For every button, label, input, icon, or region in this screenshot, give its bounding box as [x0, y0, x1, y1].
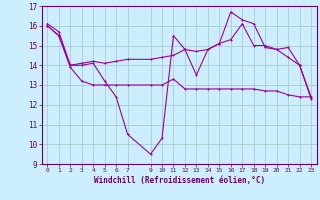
- X-axis label: Windchill (Refroidissement éolien,°C): Windchill (Refroidissement éolien,°C): [94, 176, 265, 185]
